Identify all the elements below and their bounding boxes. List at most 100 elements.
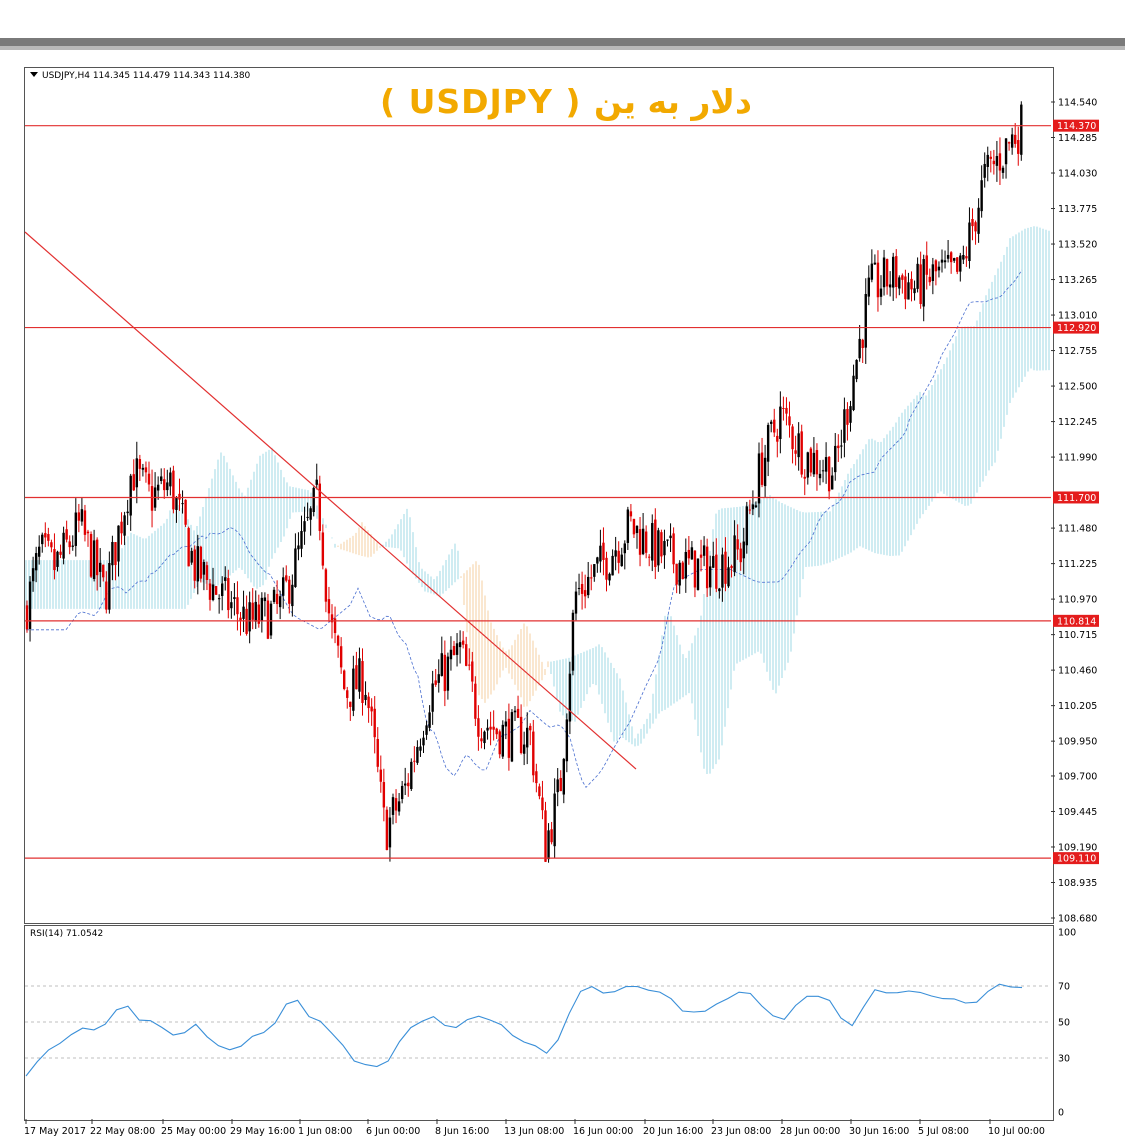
candle-body <box>779 406 782 440</box>
price-tick-label: 110.970 <box>1058 595 1097 606</box>
candle-body <box>306 516 309 518</box>
price-plot-group <box>25 101 1050 863</box>
candle-body <box>590 577 593 579</box>
ichimoku-cloud <box>25 226 1050 774</box>
candle-body <box>1010 134 1014 148</box>
candle-body <box>748 509 752 511</box>
candle-body <box>620 554 623 567</box>
candle-body <box>919 264 922 305</box>
candle-body <box>400 785 404 800</box>
candle-body <box>349 701 352 707</box>
candle-body <box>388 817 392 848</box>
candle-body <box>135 458 138 488</box>
candle-body <box>867 277 870 297</box>
candle-body <box>959 255 962 272</box>
candle-body <box>946 254 950 259</box>
candle-body <box>626 509 630 543</box>
candle-body <box>876 262 880 298</box>
candle-body <box>391 797 395 815</box>
candle-body <box>300 530 303 549</box>
candle-body <box>422 737 425 746</box>
candle-body <box>312 487 315 513</box>
rsi-tick-label: 50 <box>1058 1018 1070 1029</box>
level-label-text: 111.700 <box>1057 493 1096 504</box>
candle-body <box>974 222 977 232</box>
candle-body <box>1007 142 1011 144</box>
candle-body <box>983 163 986 178</box>
candle-body <box>718 588 721 592</box>
rsi-panel[interactable] <box>24 925 1054 1121</box>
candle-body <box>47 534 50 541</box>
candle-body <box>547 830 550 860</box>
candle-body <box>324 569 328 602</box>
candle-body <box>434 680 437 685</box>
candle-body <box>358 658 361 692</box>
candle-body <box>623 543 626 554</box>
candle-body <box>803 476 806 479</box>
price-tick-label: 109.445 <box>1058 807 1097 818</box>
candle-body <box>693 550 697 588</box>
candle-body <box>315 479 318 485</box>
candle-body <box>614 550 617 557</box>
candle-body <box>538 786 541 797</box>
candle-body <box>562 758 565 795</box>
candle-body <box>788 416 791 426</box>
candle-body <box>773 419 776 433</box>
candle-body <box>638 529 642 555</box>
candle-body <box>361 661 364 703</box>
candle-body <box>364 694 367 700</box>
candle-body <box>257 604 260 624</box>
candle-body <box>681 562 684 580</box>
candle-body <box>339 646 343 668</box>
candle-body <box>34 553 38 571</box>
price-tick-label: 112.755 <box>1058 346 1097 357</box>
candle-body <box>736 539 739 550</box>
candle-body <box>629 511 633 517</box>
candle-body <box>343 670 346 689</box>
price-tick-label: 110.460 <box>1058 666 1097 677</box>
candle-body <box>428 712 431 728</box>
candle-body <box>260 597 264 622</box>
rsi-tick-label: 100 <box>1058 928 1076 939</box>
level-label-box <box>1053 321 1099 334</box>
candle-body <box>791 426 794 450</box>
dropdown-triangle-icon[interactable] <box>30 72 38 77</box>
candle-body <box>654 519 657 567</box>
candle-body <box>510 712 514 762</box>
candle-body <box>196 546 199 582</box>
candle-body <box>910 278 913 290</box>
candle-body <box>199 546 203 579</box>
candle-body <box>126 511 129 514</box>
candles <box>25 101 1023 863</box>
candle-body <box>583 590 587 597</box>
candle-body <box>278 596 282 608</box>
candle-body <box>794 450 797 454</box>
candle-body <box>346 690 349 698</box>
price-chart-panel[interactable] <box>24 67 1054 924</box>
candle-body <box>297 545 300 550</box>
rsi-tick-label: 0 <box>1058 1108 1064 1119</box>
candle-body <box>553 793 556 847</box>
candle-body <box>147 473 151 485</box>
candle-body <box>657 530 660 566</box>
candle-body <box>163 479 166 491</box>
time-tick-label: 29 May 16:00 <box>230 1126 295 1137</box>
candle-body <box>785 407 788 414</box>
candle-body <box>202 562 206 575</box>
candle-body <box>367 696 370 709</box>
candle-body <box>236 597 239 615</box>
candle-body <box>407 782 410 787</box>
candle-body <box>632 518 636 535</box>
candle-body <box>599 545 602 562</box>
candle-body <box>617 550 620 563</box>
candle-body <box>483 731 486 744</box>
price-tick-label: 112.245 <box>1058 417 1097 428</box>
candle-body <box>111 541 114 566</box>
candle-body <box>123 515 126 536</box>
candle-body <box>263 597 267 602</box>
candle-body <box>291 584 294 607</box>
candle-body <box>108 562 111 610</box>
candle-body <box>648 556 651 558</box>
candle-body <box>71 545 74 547</box>
